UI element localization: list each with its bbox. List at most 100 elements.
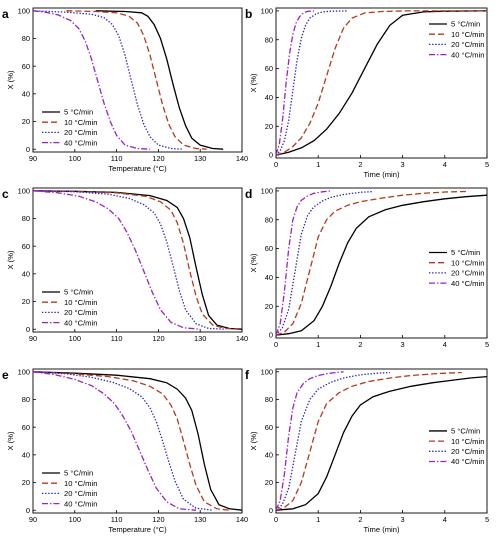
x-tick-label: 1 [316,160,320,169]
y-tick-label: 0 [26,325,30,334]
legend-label: 5 °C/min [64,108,93,117]
series-line-2 [66,10,207,150]
y-tick-label: 0 [269,506,273,515]
plot-frame [275,187,488,339]
x-tick-label: 2 [358,515,362,524]
legend-label: 20 °C/min [64,489,97,498]
series-line-4 [32,10,151,150]
legend-label: 10 °C/min [451,437,484,446]
x-tick-label: 3 [401,160,405,169]
x-tick-label: 130 [194,334,206,343]
series-line-4 [275,371,344,511]
y-tick-label: 100 [261,367,273,376]
panel-letter: a [2,7,9,21]
x-axis-title: Temperature (°C) [108,525,167,534]
series-line-2 [32,190,238,330]
y-axis-title: X (%) [249,73,258,92]
x-tick-label: 110 [111,515,123,524]
y-tick-label: 80 [22,34,30,43]
y-tick-label: 40 [265,273,273,282]
x-tick-label: 140 [236,154,248,163]
plot-frame [275,7,488,159]
legend-label: 10 °C/min [64,479,97,488]
y-tick-label: 40 [265,450,273,459]
legend-label: 40 °C/min [451,279,484,288]
x-tick-label: 0 [274,515,278,524]
x-tick-label: 100 [69,334,81,343]
y-tick-label: 80 [265,395,273,404]
series-line-1 [275,375,488,511]
series-line-1 [32,371,243,511]
x-tick-label: 120 [152,334,164,343]
series-line-1 [32,190,243,330]
y-tick-label: 60 [22,242,30,251]
legend-label: 20 °C/min [64,308,97,317]
y-tick-label: 60 [265,244,273,253]
x-axis-title: Temperature (°C) [108,164,167,173]
x-tick-label: 0 [274,340,278,349]
y-axis-title: X (%) [6,70,15,89]
x-tick-label: 130 [194,154,206,163]
panel-c: c 90 100 110 120 130 140 0 20 40 60 80 100 X (%) 5 °C/… [2,186,248,343]
x-tick-label: 100 [69,515,81,524]
y-tick-label: 20 [22,297,30,306]
y-tick-label: 20 [265,302,273,311]
series-line-1 [275,10,488,156]
y-tick-label: 80 [265,215,273,224]
x-tick-label: 120 [152,154,164,163]
series-line-3 [275,371,390,511]
legend-label: 5 °C/min [64,288,93,297]
x-tick-label: 120 [152,515,164,524]
panel-a: a 90 100 110 120 130 140 0 20 40 60 80 100 Temperatur… [2,6,248,173]
x-tick-label: 0 [274,160,278,169]
x-tick-label: 140 [236,515,248,524]
panel-letter: e [2,368,9,382]
y-axis-title: X (%) [249,431,258,450]
series-line-3 [275,10,348,156]
plot-frame [32,187,243,333]
x-tick-label: 4 [443,515,447,524]
legend-label: 40 °C/min [451,457,484,466]
panel-b: b 0 1 2 3 4 5 0 20 40 60 80 100 Time (min) X (%) 5 °C/m… [245,6,489,179]
y-tick-label: 100 [18,186,30,195]
y-tick-label: 40 [22,269,30,278]
x-tick-label: 4 [443,160,447,169]
y-tick-label: 60 [22,62,30,71]
series-line-3 [32,190,226,330]
legend-label: 20 °C/min [451,269,484,278]
y-tick-label: 0 [269,331,273,340]
y-tick-label: 80 [22,214,30,223]
plot-frame [32,368,243,514]
y-tick-label: 20 [265,122,273,131]
y-tick-label: 40 [22,450,30,459]
legend-label: 5 °C/min [451,248,480,257]
x-axis-title: Time (min) [364,525,400,534]
y-tick-label: 0 [26,506,30,515]
y-tick-label: 0 [26,145,30,154]
y-tick-label: 80 [22,395,30,404]
legend-label: 20 °C/min [451,40,484,49]
y-tick-label: 100 [261,6,273,15]
x-tick-label: 90 [29,154,37,163]
legend-label: 5 °C/min [451,20,480,29]
series-line-3 [32,10,184,150]
panel-letter: d [245,187,252,201]
legend-label: 40 °C/min [64,318,97,327]
legend-label: 10 °C/min [451,30,484,39]
y-tick-label: 60 [265,423,273,432]
y-tick-label: 100 [18,367,30,376]
x-tick-label: 5 [485,515,489,524]
series-line-2 [275,190,466,336]
x-axis-title: Time (min) [364,170,400,179]
series-line-4 [275,10,315,156]
y-axis-title: X (%) [249,253,258,272]
y-tick-label: 20 [22,117,30,126]
series-line-1 [95,10,224,150]
x-tick-label: 90 [29,334,37,343]
x-tick-label: 5 [485,160,489,169]
